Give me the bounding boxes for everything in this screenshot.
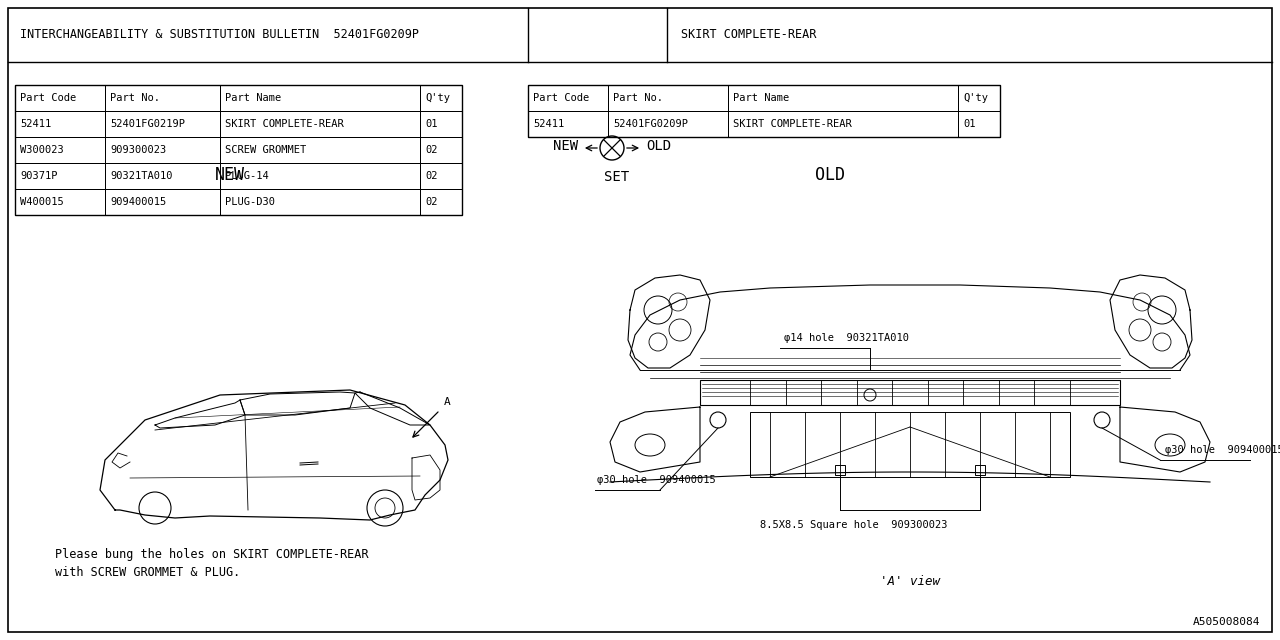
Text: PLUG-D30: PLUG-D30 [225, 197, 275, 207]
Text: W300023: W300023 [20, 145, 64, 155]
Text: SCREW GROMMET: SCREW GROMMET [225, 145, 306, 155]
Text: 02: 02 [425, 197, 438, 207]
Bar [15, 85, 105, 111]
Text: Part Name: Part Name [225, 93, 282, 103]
Text: OLD: OLD [815, 166, 845, 184]
Text: Part No.: Part No. [110, 93, 160, 103]
Bar [105, 137, 220, 163]
Bar [420, 111, 462, 137]
Bar [529, 85, 608, 111]
Text: INTERCHANGEABILITY & SUBSTITUTION BULLETIN  52401FG0209P: INTERCHANGEABILITY & SUBSTITUTION BULLET… [20, 29, 419, 42]
Bar [220, 163, 420, 189]
Text: 01: 01 [425, 119, 438, 129]
Text: OLD: OLD [646, 139, 671, 153]
Bar [420, 85, 462, 111]
Text: NEW: NEW [553, 139, 579, 153]
Text: 909300023: 909300023 [110, 145, 166, 155]
Text: φ30 hole  909400015: φ30 hole 909400015 [1165, 445, 1280, 455]
Text: SKIRT COMPLETE-REAR: SKIRT COMPLETE-REAR [681, 29, 817, 42]
Text: SET: SET [604, 170, 630, 184]
Text: 52411: 52411 [532, 119, 564, 129]
Bar [15, 163, 105, 189]
Text: 90371P: 90371P [20, 171, 58, 181]
Bar [15, 137, 105, 163]
Bar [105, 189, 220, 215]
Text: SKIRT COMPLETE-REAR: SKIRT COMPLETE-REAR [733, 119, 851, 129]
Bar [420, 137, 462, 163]
Bar [608, 85, 728, 111]
Bar [420, 163, 462, 189]
Bar [835, 465, 845, 475]
Text: with SCREW GROMMET & PLUG.: with SCREW GROMMET & PLUG. [55, 566, 241, 579]
Text: 52401FG0209P: 52401FG0209P [613, 119, 689, 129]
Text: A505008084: A505008084 [1193, 617, 1260, 627]
Bar [957, 111, 1000, 137]
Text: Q'ty: Q'ty [425, 93, 451, 103]
Text: PLUG-14: PLUG-14 [225, 171, 269, 181]
Text: φ14 hole  90321TA010: φ14 hole 90321TA010 [783, 333, 909, 343]
Text: W400015: W400015 [20, 197, 64, 207]
Bar [220, 111, 420, 137]
Bar [700, 380, 1120, 405]
Bar [220, 189, 420, 215]
Text: Part Code: Part Code [20, 93, 77, 103]
Bar [529, 85, 1000, 137]
Bar [420, 189, 462, 215]
Text: 52411: 52411 [20, 119, 51, 129]
Bar [975, 465, 986, 475]
Text: 01: 01 [963, 119, 975, 129]
Bar [728, 85, 957, 111]
Text: 909400015: 909400015 [110, 197, 166, 207]
Text: A: A [444, 397, 451, 407]
Bar [15, 189, 105, 215]
Text: SKIRT COMPLETE-REAR: SKIRT COMPLETE-REAR [225, 119, 344, 129]
Bar [750, 412, 1070, 477]
Bar [220, 85, 420, 111]
Text: Please bung the holes on SKIRT COMPLETE-REAR: Please bung the holes on SKIRT COMPLETE-… [55, 548, 369, 561]
Text: Part No.: Part No. [613, 93, 663, 103]
Text: φ30 hole  909400015: φ30 hole 909400015 [596, 475, 716, 485]
Bar [15, 111, 105, 137]
Text: Part Code: Part Code [532, 93, 589, 103]
Text: NEW: NEW [215, 166, 244, 184]
Text: 'A' view: 'A' view [881, 575, 940, 588]
Bar [15, 85, 462, 215]
Bar [728, 111, 957, 137]
Text: Part Name: Part Name [733, 93, 790, 103]
Text: 02: 02 [425, 171, 438, 181]
Text: 52401FG0219P: 52401FG0219P [110, 119, 186, 129]
Text: 02: 02 [425, 145, 438, 155]
Bar [105, 85, 220, 111]
Bar [957, 85, 1000, 111]
Bar [105, 163, 220, 189]
Bar [529, 111, 608, 137]
Text: 90321TA010: 90321TA010 [110, 171, 173, 181]
Text: Q'ty: Q'ty [963, 93, 988, 103]
Bar [105, 111, 220, 137]
Bar [608, 111, 728, 137]
Text: 8.5X8.5 Square hole  909300023: 8.5X8.5 Square hole 909300023 [760, 520, 947, 530]
Bar [220, 137, 420, 163]
